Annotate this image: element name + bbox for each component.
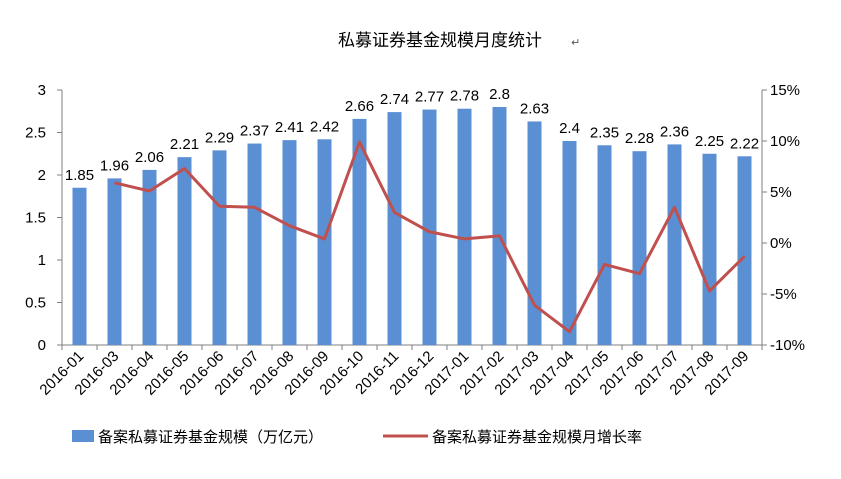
bar-data-label: 2.06 <box>135 149 164 166</box>
bar <box>492 107 507 345</box>
bar <box>317 139 332 345</box>
bar-data-label: 2.37 <box>240 123 269 140</box>
y-tick-label-right: -5% <box>770 286 797 303</box>
bar <box>422 109 437 345</box>
y-tick-label-left: 1.5 <box>25 210 46 227</box>
bar-data-label: 2.28 <box>625 130 654 147</box>
bar-data-label: 2.25 <box>695 133 724 150</box>
bar-data-label: 2.78 <box>450 88 479 105</box>
bar <box>702 153 717 345</box>
y-tick-label-left: 0 <box>38 337 46 354</box>
legend-label-line: 备案私募证券基金规模月增长率 <box>432 428 642 446</box>
bar-data-label: 2.4 <box>559 120 580 137</box>
legend-swatch-bar <box>72 430 94 442</box>
bar <box>387 112 402 345</box>
y-tick-label-left: 2.5 <box>25 125 46 142</box>
chart-title-group: 私募证券基金规模月度统计 ↵ <box>338 31 580 51</box>
bar-data-label: 2.66 <box>345 98 374 115</box>
bar <box>457 108 472 345</box>
bar-data-label: 2.29 <box>205 129 234 146</box>
bar-data-label: 2.8 <box>489 86 510 103</box>
chart-title: 私募证券基金规模月度统计 <box>338 31 542 51</box>
plot-area: 00.511.522.53-10%-5%0%5%10%15%2016-01201… <box>25 82 805 399</box>
bar <box>667 144 682 345</box>
bar-data-label: 1.85 <box>65 167 94 184</box>
y-tick-label-right: 5% <box>770 184 792 201</box>
bar <box>527 121 542 345</box>
bar <box>597 145 612 345</box>
y-tick-label-left: 0.5 <box>25 295 46 312</box>
y-tick-label-right: 15% <box>770 82 800 99</box>
bar-data-label: 2.22 <box>730 135 759 152</box>
bar-data-label: 2.35 <box>590 124 619 141</box>
y-tick-label-left: 1 <box>38 252 46 269</box>
legend-label-bar: 备案私募证券基金规模（万亿元） <box>98 428 323 446</box>
bar <box>107 178 122 345</box>
bar <box>177 157 192 345</box>
bar-data-label: 2.74 <box>380 91 409 108</box>
bar <box>142 169 157 345</box>
bar <box>282 140 297 345</box>
bar <box>632 151 647 345</box>
growth-rate-line <box>114 140 746 334</box>
bar-data-label: 2.77 <box>415 89 444 106</box>
y-tick-label-right: 10% <box>770 133 800 150</box>
y-tick-label-right: 0% <box>770 235 792 252</box>
y-tick-label-right: -10% <box>770 337 805 354</box>
bar-data-label: 1.96 <box>100 157 129 174</box>
y-tick-label-left: 2 <box>38 167 46 184</box>
bar <box>247 143 262 345</box>
bar <box>212 150 227 345</box>
bar <box>562 141 577 345</box>
chart-title-return-mark: ↵ <box>571 36 580 49</box>
bar-data-label: 2.42 <box>310 118 339 135</box>
bar <box>737 156 752 345</box>
bar-data-label: 2.63 <box>520 100 549 117</box>
bar-data-label: 2.21 <box>170 136 199 153</box>
legend: 备案私募证券基金规模（万亿元） 备案私募证券基金规模月增长率 <box>72 428 642 446</box>
y-tick-label-left: 3 <box>38 82 46 99</box>
bar <box>352 118 367 346</box>
bar-data-label: 2.36 <box>660 123 689 140</box>
bar-data-label: 2.41 <box>275 119 304 136</box>
bar <box>72 187 87 345</box>
